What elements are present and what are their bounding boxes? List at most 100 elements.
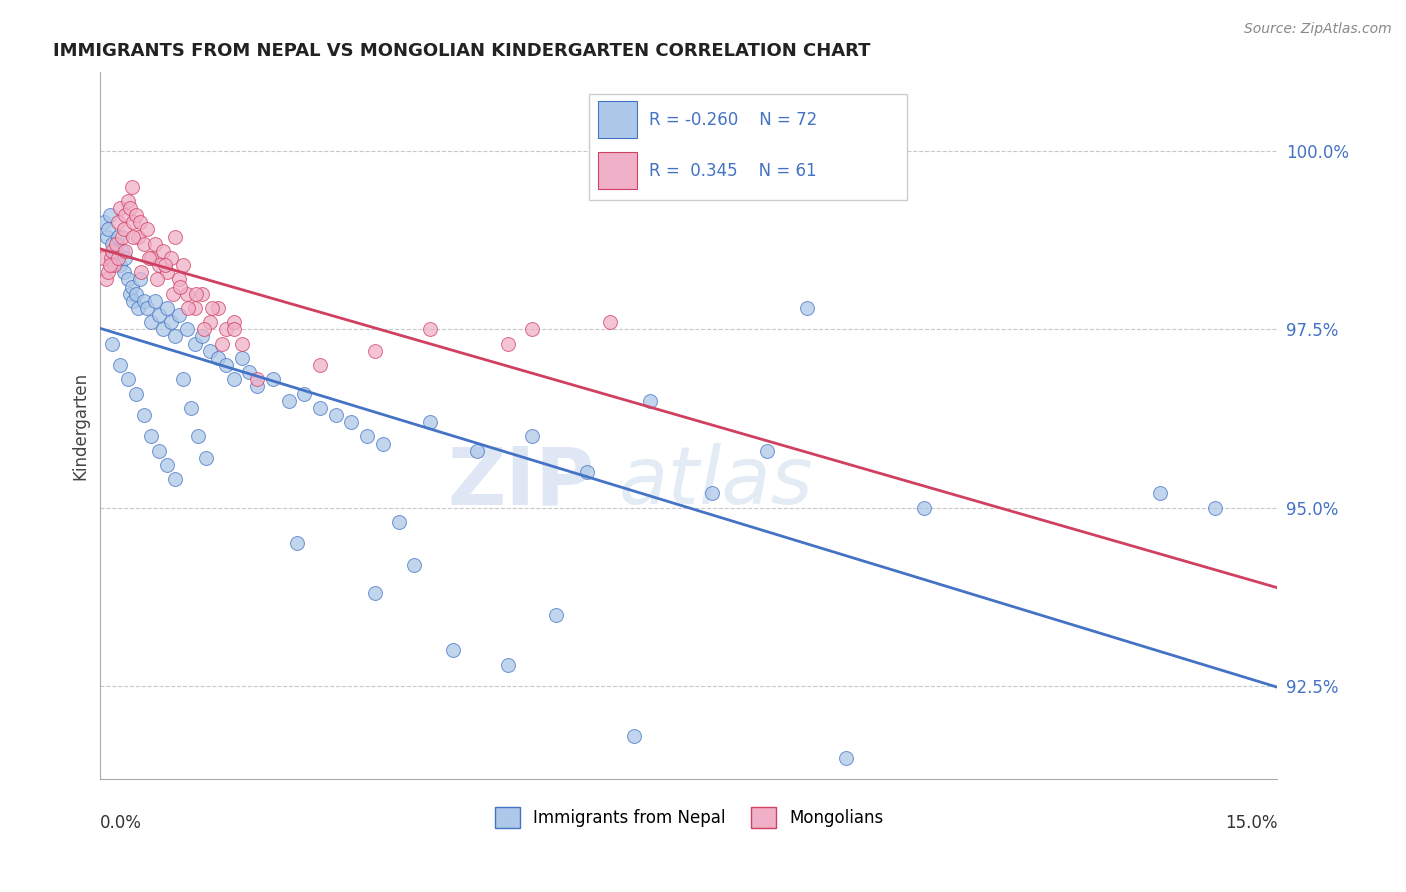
- Point: [246, 379, 269, 393]
- Point: [200, 343, 222, 358]
- Point: [107, 251, 129, 265]
- Point: [191, 286, 214, 301]
- Point: [152, 244, 174, 258]
- Point: [98, 258, 121, 272]
- Point: [132, 293, 155, 308]
- Point: [180, 401, 202, 415]
- Point: [146, 272, 169, 286]
- Point: [325, 408, 347, 422]
- Point: [1149, 486, 1171, 500]
- Point: [544, 607, 567, 622]
- Point: [97, 265, 120, 279]
- Point: [419, 322, 441, 336]
- Point: [121, 179, 143, 194]
- Point: [222, 315, 245, 329]
- Point: [122, 229, 145, 244]
- Point: [1204, 500, 1226, 515]
- Point: [117, 272, 139, 286]
- Point: [156, 301, 179, 315]
- Point: [132, 236, 155, 251]
- Point: [128, 272, 150, 286]
- Point: [364, 586, 387, 600]
- Point: [124, 386, 146, 401]
- Point: [419, 415, 441, 429]
- Point: [101, 236, 124, 251]
- Point: [100, 251, 122, 265]
- Point: [136, 301, 159, 315]
- Point: [222, 372, 245, 386]
- Point: [277, 393, 299, 408]
- Point: [153, 258, 176, 272]
- Point: [160, 315, 183, 329]
- Point: [103, 251, 125, 265]
- Point: [111, 244, 134, 258]
- Point: [94, 272, 117, 286]
- Point: [191, 329, 214, 343]
- Point: [231, 336, 253, 351]
- Point: [136, 222, 159, 236]
- Point: [148, 308, 170, 322]
- Point: [193, 322, 215, 336]
- Point: [105, 244, 128, 258]
- Point: [97, 222, 120, 236]
- Point: [107, 229, 129, 244]
- Point: [184, 286, 207, 301]
- Point: [231, 351, 253, 365]
- Point: [148, 443, 170, 458]
- Point: [114, 251, 136, 265]
- Point: [121, 279, 143, 293]
- Point: [108, 201, 131, 215]
- Point: [183, 301, 205, 315]
- Point: [163, 229, 186, 244]
- Point: [207, 351, 229, 365]
- Point: [207, 301, 229, 315]
- Point: [103, 258, 125, 272]
- Point: [176, 322, 198, 336]
- Point: [167, 308, 190, 322]
- Point: [120, 201, 142, 215]
- Point: [167, 272, 190, 286]
- Point: [638, 393, 661, 408]
- Point: [112, 222, 135, 236]
- Point: [138, 251, 160, 265]
- Point: [215, 322, 238, 336]
- Point: [122, 293, 145, 308]
- Point: [912, 500, 935, 515]
- Point: [177, 301, 200, 315]
- Point: [211, 336, 233, 351]
- Point: [141, 251, 163, 265]
- Point: [404, 558, 426, 572]
- Point: [162, 286, 184, 301]
- Point: [187, 429, 209, 443]
- Point: [520, 429, 543, 443]
- Point: [371, 436, 394, 450]
- Point: [285, 536, 308, 550]
- Point: [623, 729, 645, 743]
- Point: [156, 458, 179, 472]
- Point: [222, 322, 245, 336]
- Point: [112, 265, 135, 279]
- Point: [340, 415, 363, 429]
- Point: [169, 279, 191, 293]
- Point: [127, 301, 149, 315]
- Point: [117, 194, 139, 208]
- Point: [172, 372, 194, 386]
- Point: [292, 386, 315, 401]
- Point: [93, 215, 115, 229]
- Legend: Immigrants from Nepal, Mongolians: Immigrants from Nepal, Mongolians: [488, 800, 890, 834]
- Point: [93, 251, 115, 265]
- Text: IMMIGRANTS FROM NEPAL VS MONGOLIAN KINDERGARTEN CORRELATION CHART: IMMIGRANTS FROM NEPAL VS MONGOLIAN KINDE…: [53, 42, 870, 60]
- Point: [195, 450, 218, 465]
- Point: [443, 643, 465, 657]
- Point: [143, 293, 166, 308]
- Point: [132, 408, 155, 422]
- Text: Source: ZipAtlas.com: Source: ZipAtlas.com: [1244, 22, 1392, 37]
- Point: [200, 315, 222, 329]
- Point: [127, 229, 149, 244]
- Point: [105, 236, 128, 251]
- Point: [141, 429, 163, 443]
- Point: [163, 472, 186, 486]
- Point: [498, 336, 520, 351]
- Point: [172, 258, 194, 272]
- Point: [387, 515, 409, 529]
